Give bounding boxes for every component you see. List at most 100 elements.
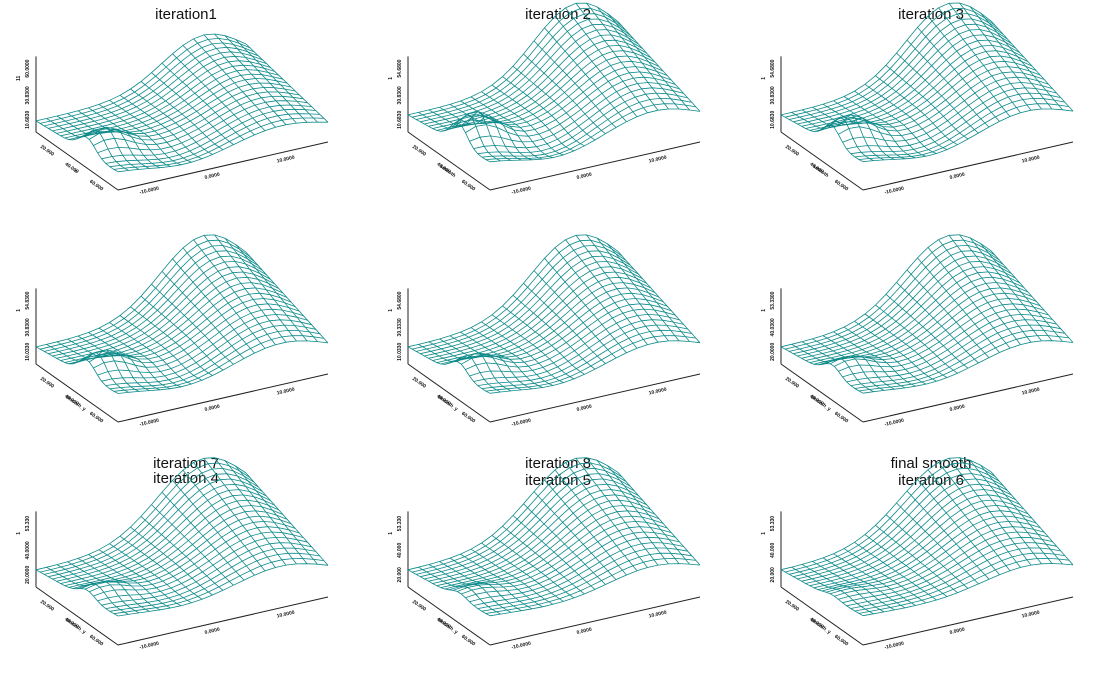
mesh-line [990, 471, 1074, 566]
mesh-line [35, 234, 247, 348]
x-tick-label: -10.0000 [139, 418, 160, 428]
x-tick-label: 0.0000 [576, 627, 592, 636]
mesh-line [596, 460, 680, 564]
surface-plot-panel: iteration 5 -10.0000 0.0000 10.0000 20.000 40… [372, 232, 744, 489]
mesh-line [64, 494, 275, 586]
mesh-line [834, 71, 1045, 132]
mesh-line [48, 46, 259, 129]
mesh-line [407, 234, 619, 348]
mesh-line [927, 469, 1011, 571]
surface-plot: -10.00000.000010.000020.00040.00060.000s… [761, 234, 1074, 428]
y-axis-label: smooth_y [809, 617, 832, 636]
mesh-line [850, 92, 1061, 155]
mesh-line [117, 121, 329, 173]
x-tick-label: 10.0000 [648, 610, 667, 620]
mesh-line [203, 458, 287, 566]
mesh-line [68, 276, 279, 365]
mesh-line [416, 467, 627, 575]
mesh-line [554, 469, 638, 572]
x-tick-label: -10.0000 [139, 641, 160, 651]
mesh-line [436, 39, 647, 131]
mesh-line [172, 258, 255, 354]
z-tick-label: 30.8300 [397, 86, 403, 104]
mesh-line [565, 239, 648, 345]
mesh-line [850, 547, 1061, 609]
z-tick-label: 1 [16, 309, 22, 312]
mesh-line [68, 69, 279, 140]
mesh-line [245, 472, 329, 566]
mesh-line [817, 50, 1029, 132]
mesh-line [457, 520, 668, 592]
mesh-line [906, 39, 990, 128]
y-tick-label: 20.000 [784, 376, 800, 390]
mesh-line [938, 462, 1021, 568]
surface-plot-panel: iteration 4 -10.0000 0.0000 10.0000 20.000 40… [0, 232, 372, 487]
mesh-line [35, 457, 247, 571]
z-tick-label: 54.6800 [397, 291, 403, 309]
z-tick-label: 1 [761, 77, 767, 80]
mesh-line [917, 27, 1000, 122]
y-tick-label: 60.000 [460, 411, 476, 425]
mesh-line [822, 103, 906, 160]
mesh-line [523, 503, 606, 585]
mesh-line [805, 34, 1016, 129]
y-tick-label: 20.000 [411, 599, 427, 613]
z-tick-label: 1 [388, 532, 394, 535]
z-tick-label: 53.330 [770, 516, 776, 532]
y-tick-label: 20.000 [39, 376, 55, 390]
mesh-line [60, 266, 271, 361]
x-axis-line [862, 596, 1074, 646]
y-tick-label: 20.000 [784, 144, 800, 158]
y-axis-line [780, 586, 864, 646]
y-axis-line [407, 131, 491, 191]
mesh-line [477, 324, 688, 386]
x-tick-label: 0.0000 [949, 172, 965, 181]
x-tick-label: 0.0000 [204, 627, 220, 636]
mesh-line [416, 13, 627, 120]
mesh-line [151, 283, 234, 365]
mesh-line [533, 40, 617, 128]
mesh-line [428, 109, 512, 161]
surface-plot: -10.00000.000010.000020.00040.00060.000s… [16, 234, 329, 428]
z-tick-label: 1 [761, 309, 767, 312]
mesh-line [68, 499, 279, 588]
mesh-line [172, 53, 255, 136]
y-tick-label: 20.000 [39, 144, 55, 158]
mesh-line [805, 266, 1016, 361]
mesh-line [465, 76, 676, 137]
y-axis-label: smooth [438, 164, 456, 179]
mesh-line [424, 478, 635, 580]
mesh-line [182, 45, 266, 131]
mesh-line [60, 60, 271, 137]
mesh-line [440, 276, 651, 365]
x-axis-line [117, 373, 329, 423]
x-tick-label: -10.0000 [884, 641, 905, 651]
mesh-line [80, 292, 292, 361]
mesh-line [862, 563, 1074, 617]
z-tick-label: 53.330 [25, 516, 31, 532]
y-tick-label: 20.000 [411, 144, 427, 158]
x-tick-label: -10.0000 [511, 418, 532, 428]
mesh-line [862, 340, 1074, 394]
x-axis-line [489, 596, 701, 646]
mesh-line [172, 480, 255, 576]
surface-plot-panel: iteration 3 -10.0000 0.0000 10.0000 20.000 40… [745, 0, 1117, 225]
mesh-line [444, 505, 656, 590]
surface-plot: -10.00000.000010.000020.00040.00060.000s… [388, 457, 701, 651]
z-tick-label: 20.000 [770, 567, 776, 583]
mesh-line [554, 16, 638, 117]
y-axis-line [407, 586, 491, 646]
mesh-line [420, 250, 631, 355]
mesh-line [607, 13, 690, 111]
mesh-line [245, 43, 329, 123]
x-tick-label: 0.0000 [949, 404, 965, 413]
z-tick-label: 30.8300 [25, 318, 31, 336]
mesh-line [980, 243, 1063, 342]
mesh-line [565, 462, 648, 568]
chart-title: iteration 5 [525, 472, 591, 489]
mesh-line [797, 23, 1008, 125]
surface-plot: -10.00000.000010.000020.00040.00060.000e… [16, 33, 329, 196]
surface-plot-panel: iteration 7 -10.0000 0.0000 10.0000 20.000 40… [0, 455, 372, 680]
x-axis-line [862, 141, 1074, 191]
mesh-line [896, 282, 979, 364]
